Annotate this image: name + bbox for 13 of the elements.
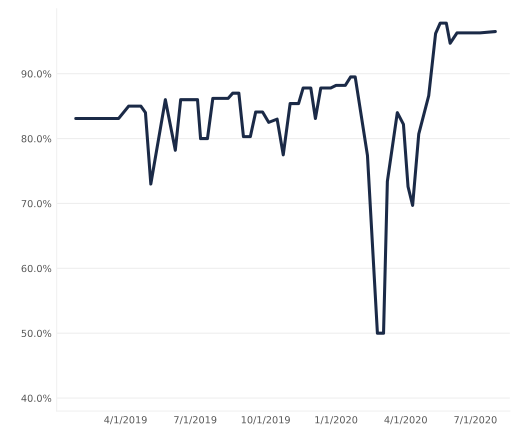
y-tick-label: 70.0% [22,200,52,208]
x-tick-label: 7/1/2020 [454,416,497,424]
y-tick-label: 80.0% [22,135,52,142]
y-tick-label: 40.0% [21,394,52,402]
x-tick-label: 4/1/2020 [384,416,427,424]
y-tick-label: 60.0% [22,264,52,272]
line-series [74,22,497,335]
x-tick-label: 4/1/2019 [104,416,147,424]
y-tick-label: 90.0% [22,70,52,78]
x-tick-label: 10/1/2019 [242,416,290,424]
x-tick-label: 1/1/2020 [315,416,358,424]
x-tick-label: 7/1/2019 [174,416,216,424]
y-tick-label: 50.0% [22,330,52,338]
